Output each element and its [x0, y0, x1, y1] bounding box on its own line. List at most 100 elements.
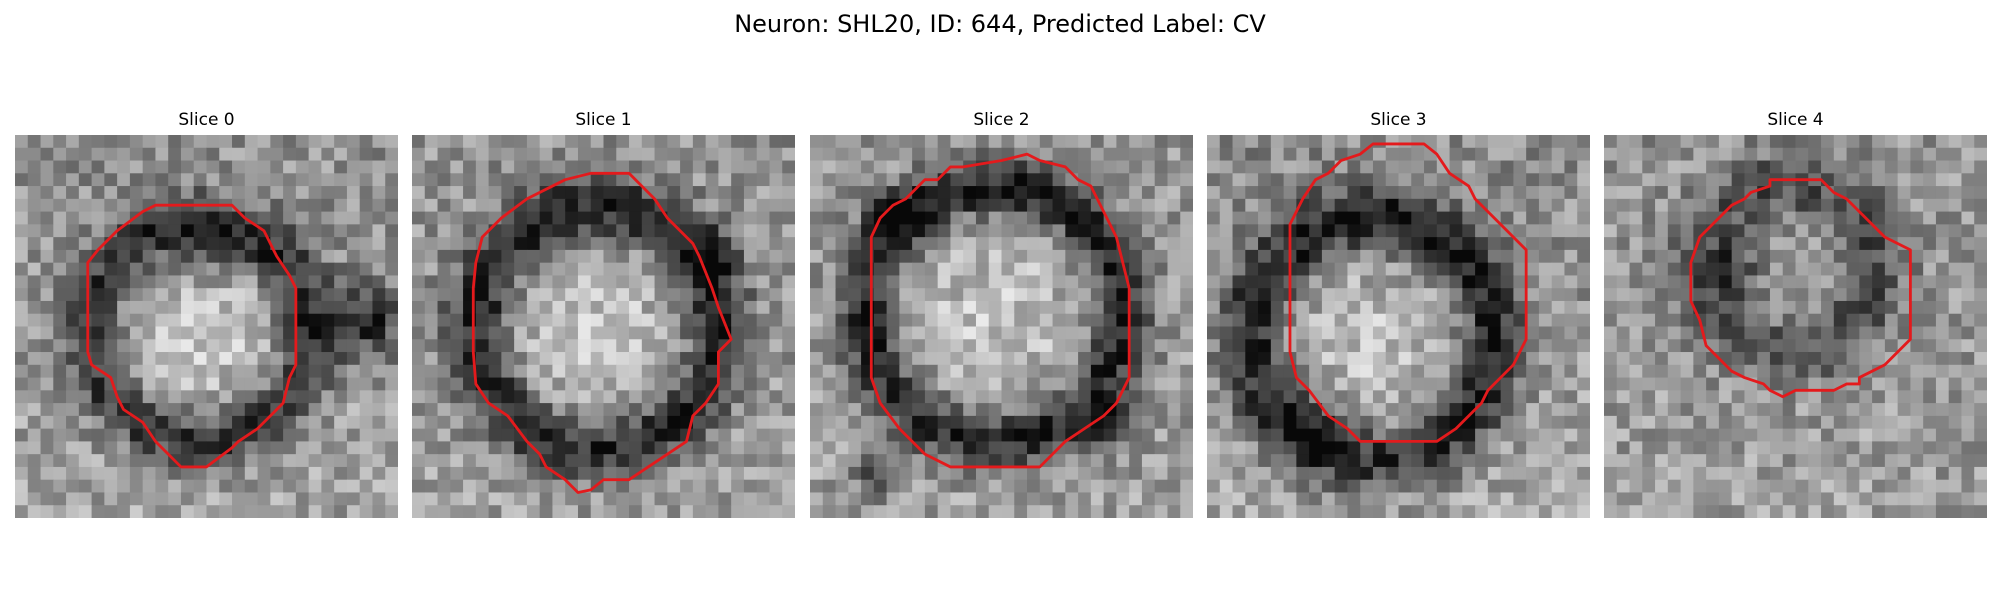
- image-pixel: [616, 237, 630, 251]
- image-pixel: [104, 288, 118, 302]
- image-pixel: [450, 237, 464, 251]
- image-pixel: [1897, 390, 1911, 404]
- image-pixel: [1001, 249, 1015, 264]
- image-pixel: [450, 300, 464, 315]
- image-pixel: [1642, 160, 1656, 174]
- image-pixel: [1731, 390, 1745, 404]
- image-pixel: [1258, 403, 1272, 417]
- image-pixel: [1808, 377, 1822, 391]
- image-pixel: [1693, 377, 1707, 391]
- image-pixel: [1757, 339, 1771, 353]
- image-pixel: [937, 326, 951, 340]
- image-pixel: [988, 403, 1003, 417]
- image-pixel: [1372, 300, 1387, 315]
- image-pixel: [501, 479, 515, 493]
- image-pixel: [1385, 224, 1400, 238]
- image-pixel: [180, 135, 195, 149]
- image-pixel: [1604, 466, 1618, 481]
- image-pixel: [810, 313, 824, 328]
- image-pixel: [1424, 479, 1438, 493]
- image-pixel: [15, 198, 29, 213]
- image-pixel: [899, 249, 913, 264]
- image-pixel: [1052, 505, 1066, 518]
- image-pixel: [206, 224, 220, 238]
- image-pixel: [899, 454, 913, 468]
- image-pixel: [1910, 147, 1924, 162]
- image-pixel: [565, 492, 579, 506]
- image-pixel: [514, 352, 528, 366]
- image-pixel: [1897, 173, 1911, 187]
- image-pixel: [257, 186, 271, 200]
- image-pixel: [372, 198, 386, 213]
- image-pixel: [731, 224, 745, 238]
- image-pixel: [1065, 466, 1079, 481]
- image-pixel: [1321, 224, 1336, 238]
- image-pixel: [603, 428, 617, 442]
- image-pixel: [1129, 313, 1143, 328]
- image-pixel: [1538, 466, 1553, 481]
- image-pixel: [1103, 237, 1117, 251]
- image-pixel: [641, 479, 656, 493]
- image-pixel: [346, 352, 361, 366]
- image-pixel: [988, 505, 1003, 518]
- image-pixel: [1167, 262, 1181, 276]
- image-pixel: [782, 364, 795, 379]
- image-pixel: [40, 262, 54, 276]
- image-pixel: [539, 364, 553, 379]
- image-pixel: [1398, 313, 1412, 328]
- image-pixel: [1487, 479, 1502, 493]
- image-pixel: [1462, 454, 1476, 468]
- image-pixel: [15, 288, 29, 302]
- image-pixel: [27, 466, 42, 481]
- image-pixel: [295, 313, 310, 328]
- image-pixel: [835, 364, 849, 379]
- image-pixel: [899, 415, 913, 430]
- image-pixel: [835, 403, 849, 417]
- image-pixel: [257, 505, 271, 518]
- image-pixel: [283, 198, 297, 213]
- image-pixel: [1398, 479, 1412, 493]
- image-pixel: [769, 224, 783, 238]
- image-pixel: [963, 224, 977, 238]
- image-pixel: [1808, 160, 1822, 174]
- image-pixel: [1039, 186, 1054, 200]
- image-pixel: [1052, 147, 1066, 162]
- image-pixel: [53, 377, 67, 391]
- image-pixel: [552, 339, 566, 353]
- image-pixel: [1577, 313, 1590, 328]
- image-pixel: [1974, 454, 1987, 468]
- image-pixel: [168, 249, 182, 264]
- image-pixel: [692, 390, 707, 404]
- image-pixel: [1296, 262, 1310, 276]
- image-pixel: [193, 262, 208, 276]
- image-pixel: [142, 326, 156, 340]
- image-pixel: [412, 288, 426, 302]
- image-pixel: [1245, 249, 1259, 264]
- image-pixel: [1309, 186, 1323, 200]
- image-pixel: [283, 237, 297, 251]
- image-pixel: [1604, 364, 1618, 379]
- image-pixel: [1090, 454, 1105, 468]
- image-pixel: [180, 160, 195, 174]
- image-pixel: [78, 275, 93, 289]
- image-pixel: [155, 249, 169, 264]
- image-pixel: [1347, 300, 1361, 315]
- image-pixel: [1245, 479, 1259, 493]
- image-pixel: [372, 403, 386, 417]
- image-pixel: [1039, 352, 1054, 366]
- image-pixel: [1039, 300, 1054, 315]
- image-pixel: [1232, 466, 1246, 481]
- image-pixel: [1052, 135, 1066, 149]
- image-pixel: [244, 377, 259, 391]
- image-pixel: [1258, 211, 1272, 225]
- image-pixel: [1424, 390, 1438, 404]
- image-pixel: [1449, 288, 1463, 302]
- image-pixel: [590, 466, 605, 481]
- image-pixel: [1436, 237, 1451, 251]
- image-pixel: [1116, 173, 1130, 187]
- image-pixel: [873, 237, 888, 251]
- image-pixel: [975, 135, 990, 149]
- image-pixel: [950, 454, 964, 468]
- image-pixel: [756, 186, 770, 200]
- image-pixel: [1116, 479, 1130, 493]
